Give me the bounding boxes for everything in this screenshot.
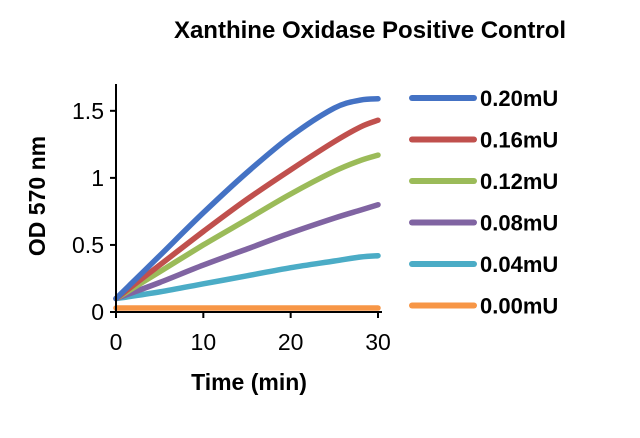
series-line-3 bbox=[113, 201, 381, 302]
y-tick-label: 1 bbox=[91, 165, 104, 191]
legend-label: 0.04mU bbox=[480, 252, 558, 277]
series-line-2 bbox=[113, 152, 381, 302]
legend-item: 0.20mU bbox=[409, 86, 558, 111]
legend: 0.20mU 0.16mU 0.12mU 0.08mU 0.04mU 0.00mU bbox=[409, 86, 558, 319]
y-tick-label: 0.5 bbox=[72, 232, 104, 258]
x-tick-label: 10 bbox=[191, 329, 217, 355]
y-tick-label: 0 bbox=[91, 299, 104, 325]
legend-label: 0.16mU bbox=[480, 128, 558, 153]
series-line-0 bbox=[113, 96, 381, 302]
series-line-1 bbox=[113, 117, 381, 302]
legend-label: 0.12mU bbox=[480, 169, 558, 194]
x-tick-label: 20 bbox=[278, 329, 304, 355]
legend-item: 0.16mU bbox=[409, 128, 558, 153]
legend-label: 0.08mU bbox=[480, 211, 558, 236]
x-axis-label: Time (min) bbox=[191, 369, 307, 395]
legend-item: 0.00mU bbox=[409, 294, 558, 319]
x-tick-label: 30 bbox=[365, 329, 391, 355]
legend-label: 0.00mU bbox=[480, 294, 558, 319]
series-line-4 bbox=[113, 252, 381, 302]
x-tick-label: 0 bbox=[110, 329, 123, 355]
legend-item: 0.04mU bbox=[409, 252, 558, 277]
chart-title: Xanthine Oxidase Positive Control bbox=[174, 17, 566, 44]
legend-item: 0.08mU bbox=[409, 211, 558, 236]
y-ticks: 0 0.5 1 1.5 bbox=[72, 98, 116, 325]
legend-label: 0.20mU bbox=[480, 86, 558, 111]
x-ticks: 0 10 20 30 bbox=[110, 312, 391, 355]
legend-item: 0.12mU bbox=[409, 169, 558, 194]
y-axis-label: OD 570 nm bbox=[24, 136, 50, 256]
y-tick-label: 1.5 bbox=[72, 98, 104, 124]
plot-lines bbox=[113, 96, 381, 311]
